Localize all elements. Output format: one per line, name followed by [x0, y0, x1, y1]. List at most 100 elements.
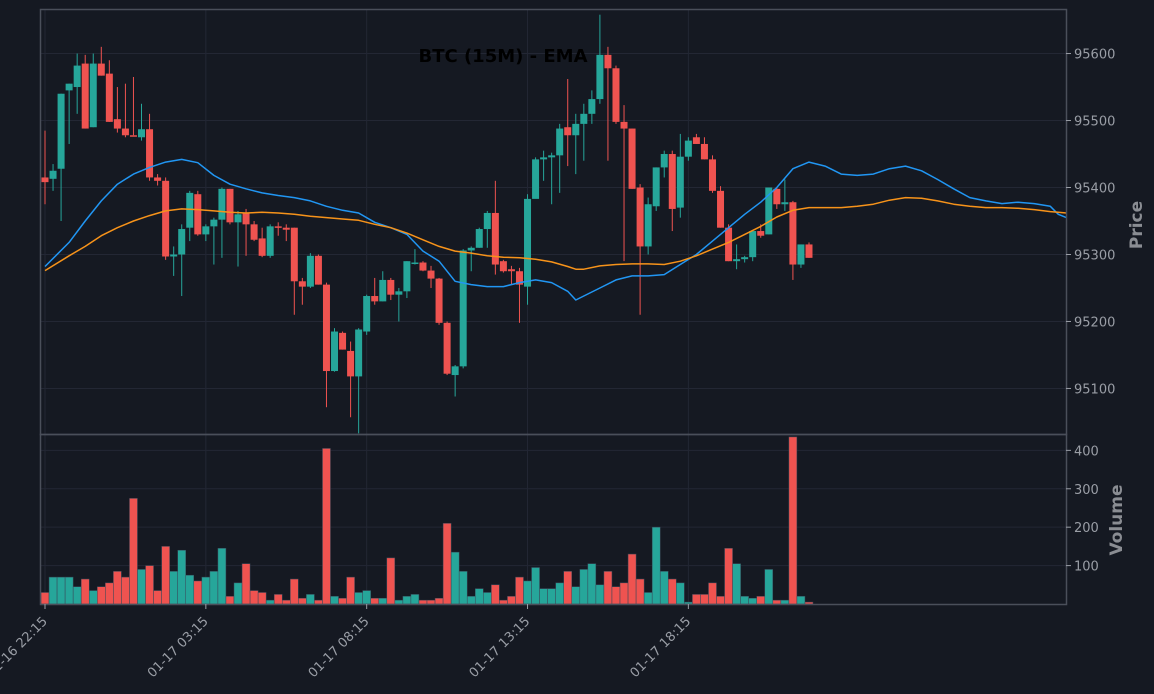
ema-lines: [44, 158, 1067, 301]
candle-body: [226, 188, 234, 223]
volume-bar: [635, 578, 645, 605]
candle-body: [580, 113, 588, 124]
volume-bar: [233, 582, 243, 605]
candle-body: [588, 99, 596, 114]
price-axis-label: Price: [1127, 201, 1147, 249]
volume-bar: [643, 592, 653, 605]
volume-bar: [651, 526, 661, 605]
candle-body: [427, 270, 435, 279]
candle-body: [105, 73, 113, 122]
volume-bar: [796, 596, 806, 605]
volume-bar: [539, 588, 548, 605]
volume-bar: [386, 557, 396, 605]
candle-body: [668, 154, 676, 209]
chart-title: BTC (15M) - EMA: [418, 46, 587, 67]
volume-bar: [732, 563, 741, 605]
volume-bar: [56, 576, 66, 605]
volume-bar: [137, 569, 146, 605]
grid-lines: [41, 10, 1066, 604]
candle-body: [129, 135, 137, 137]
volume-bar: [80, 578, 90, 605]
volume-bar: [700, 594, 709, 605]
volume-bar: [788, 436, 798, 605]
volume-bar: [298, 597, 307, 605]
candle-body: [411, 262, 419, 265]
volume-bar: [217, 548, 227, 605]
ema-fast-line: [44, 158, 1067, 301]
volume-bar: [659, 571, 669, 605]
candle-body: [572, 123, 580, 136]
volume-bar: [563, 571, 572, 605]
candle-body: [604, 54, 612, 69]
volume-bar: [129, 498, 138, 605]
volume-tick-label: 400: [1074, 444, 1099, 459]
candle-body: [507, 269, 515, 272]
candle-body: [242, 212, 250, 225]
candle-body: [322, 284, 330, 372]
volume-bar: [603, 571, 613, 605]
volume-bar: [48, 576, 58, 605]
price-tick-label: 95300: [1074, 248, 1115, 263]
volume-bar: [338, 597, 347, 605]
candle-body: [741, 257, 749, 260]
volume-bar: [684, 601, 693, 605]
candle-body: [612, 68, 620, 122]
volume-bar: [531, 567, 540, 605]
volume-bar: [780, 599, 790, 605]
volume-bar: [611, 586, 621, 605]
candle-body: [773, 188, 781, 205]
volume-bar: [756, 596, 765, 605]
volume-bar: [442, 523, 452, 605]
volume-bar: [185, 574, 195, 605]
volume-bar: [716, 596, 725, 605]
volume-bar: [249, 590, 259, 605]
volume-bar: [555, 582, 564, 605]
candle-body: [636, 187, 644, 247]
volume-bar: [370, 597, 379, 605]
volume-bar: [314, 599, 323, 605]
candle-body: [475, 229, 483, 248]
volume-bar: [595, 584, 605, 605]
volume-bar: [193, 580, 203, 605]
candle-body: [708, 159, 716, 191]
candle-body: [781, 202, 789, 205]
candle-body: [403, 261, 411, 292]
volume-panel-frame: [39, 433, 1068, 606]
volume-bar: [72, 586, 82, 605]
candle-body: [73, 65, 81, 88]
volume-bar: [394, 599, 404, 605]
price-tick-label: 95600: [1074, 48, 1115, 63]
candle-body: [684, 140, 692, 157]
candle-body: [162, 180, 170, 257]
candle-body: [532, 159, 540, 199]
candle-body: [371, 296, 379, 302]
candle-body: [290, 227, 298, 282]
candle-body: [41, 177, 49, 183]
price-axis-ticks: 95100 95200 95300 95400 95500 95600: [1066, 48, 1115, 397]
candle-body: [298, 281, 306, 287]
candle-body: [765, 187, 773, 235]
candle-body: [250, 224, 258, 240]
candle-body: [234, 214, 242, 223]
candle-body: [733, 259, 741, 262]
candle-body: [97, 63, 105, 76]
price-tick-label: 95100: [1074, 382, 1115, 397]
volume-bar: [40, 592, 50, 605]
volume-bar: [619, 582, 629, 605]
volume-bar: [507, 596, 516, 605]
volume-bar: [161, 546, 170, 605]
candle-body: [660, 154, 668, 168]
volume-bar: [273, 594, 283, 605]
volume-bar: [306, 594, 315, 605]
price-tick-label: 95200: [1074, 315, 1115, 330]
volume-bar: [418, 599, 428, 605]
volume-bar: [265, 599, 275, 605]
candle-body: [491, 212, 499, 265]
candle-body: [451, 366, 459, 376]
volume-bar: [772, 599, 782, 605]
volume-bar: [515, 576, 524, 605]
candle-body: [419, 262, 427, 271]
volume-bar: [499, 599, 508, 605]
candle-body: [282, 227, 290, 230]
